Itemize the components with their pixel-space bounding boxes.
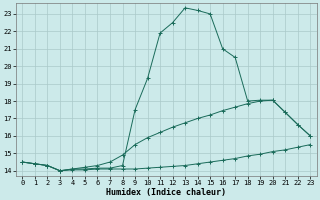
X-axis label: Humidex (Indice chaleur): Humidex (Indice chaleur) (106, 188, 226, 197)
